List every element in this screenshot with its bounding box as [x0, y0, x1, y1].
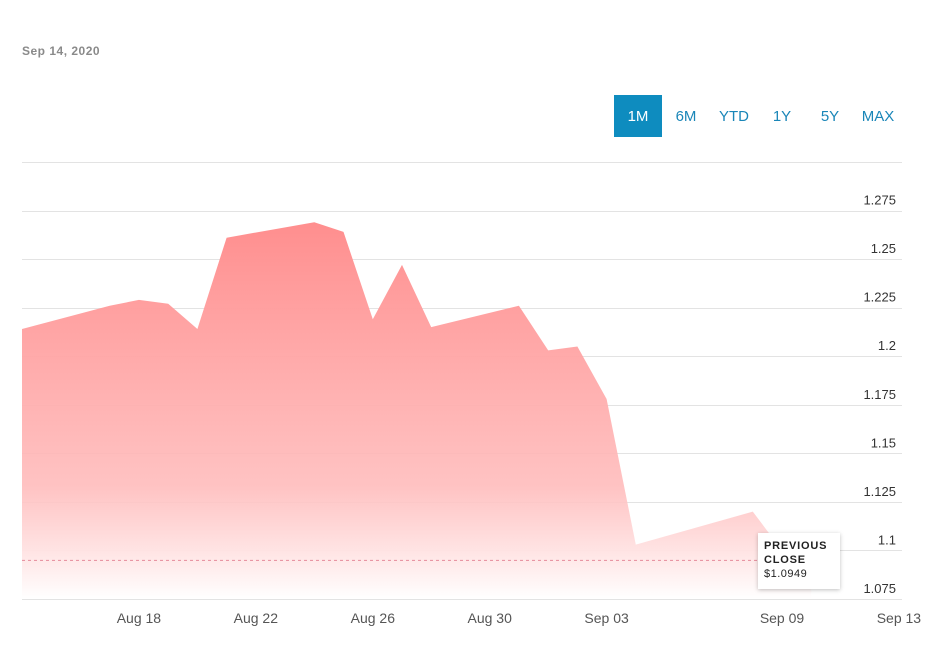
previous-close-tooltip: PREVIOUS CLOSE $1.0949 — [758, 533, 840, 589]
previous-close-label: PREVIOUS CLOSE — [764, 540, 828, 566]
y-tick-label: 1.1 — [878, 532, 896, 547]
data-point — [371, 317, 375, 321]
y-tick-label: 1.15 — [871, 435, 896, 450]
y-tick-label: 1.175 — [863, 387, 896, 402]
data-point — [20, 327, 24, 331]
data-point — [312, 220, 316, 224]
x-tick-label: Sep 03 — [584, 610, 629, 626]
data-point — [225, 236, 229, 240]
x-tick-label: Aug 22 — [234, 610, 279, 626]
y-tick-label: 1.2 — [878, 338, 896, 353]
range-button-6m[interactable]: 6M — [662, 95, 710, 137]
data-point — [342, 230, 346, 234]
x-tick-label: Sep 09 — [760, 610, 805, 626]
y-tick-label: 1.075 — [863, 581, 896, 596]
data-point — [137, 298, 141, 302]
range-button-ytd[interactable]: YTD — [710, 95, 758, 137]
data-point — [429, 325, 433, 329]
data-point — [751, 510, 755, 514]
range-button-5y[interactable]: 5Y — [806, 95, 854, 137]
x-tick-label: Sep 13 — [877, 610, 922, 626]
price-area — [22, 222, 812, 599]
x-axis-ticks: Aug 18 Aug 22 Aug 26 Aug 30 Sep 03 Sep 09 Sep … — [117, 610, 922, 626]
y-tick-label: 1.275 — [863, 193, 896, 208]
data-point — [575, 345, 579, 349]
y-tick-label: 1.25 — [871, 241, 896, 256]
x-tick-label: Aug 26 — [351, 610, 396, 626]
data-point — [634, 543, 638, 547]
data-point — [605, 397, 609, 401]
chart-date: Sep 14, 2020 — [22, 44, 101, 58]
range-button-1y[interactable]: 1Y — [758, 95, 806, 137]
y-axis-ticks: 1.275 1.25 1.225 1.2 1.175 1.15 1.125 1.1 1.075 — [863, 193, 896, 596]
data-point — [400, 263, 404, 267]
data-point — [108, 304, 112, 308]
range-button-1m[interactable]: 1M — [614, 95, 662, 137]
data-point — [166, 302, 170, 306]
data-point — [195, 327, 199, 331]
x-tick-label: Aug 30 — [468, 610, 513, 626]
y-tick-label: 1.225 — [863, 290, 896, 305]
range-selector: 1M 6M YTD 1Y 5Y MAX — [614, 95, 902, 137]
previous-close-value: $1.0949 — [764, 568, 808, 580]
range-button-max[interactable]: MAX — [854, 95, 902, 137]
data-point — [517, 304, 521, 308]
x-tick-label: Aug 18 — [117, 610, 162, 626]
y-tick-label: 1.125 — [863, 484, 896, 499]
data-point — [546, 348, 550, 352]
